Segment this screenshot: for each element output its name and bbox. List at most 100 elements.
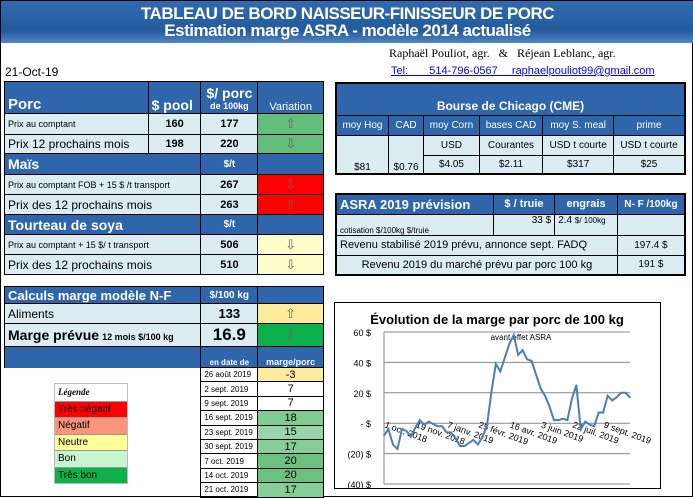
arrow-down-icon: ⇩ xyxy=(257,134,324,154)
row-label: Prix au comptant xyxy=(4,113,149,135)
data-point xyxy=(562,417,564,420)
data-point xyxy=(486,425,488,428)
data-point xyxy=(526,358,528,361)
cme-value: $4.05 xyxy=(423,154,480,175)
porc-price-header: $/ porc de 100kg xyxy=(200,81,259,114)
legend-item: Très négatif xyxy=(55,400,127,417)
arrow-down-icon: ⇩ xyxy=(257,254,324,275)
price-table: Porc $ pool $/ porc de 100kg Variation Prix … xyxy=(3,81,324,275)
data-point xyxy=(414,426,417,429)
history-marge: 18 xyxy=(257,410,324,426)
data-point xyxy=(481,436,484,438)
mais-value: 267 xyxy=(200,174,259,195)
cme-value: $25 xyxy=(613,154,686,175)
data-point xyxy=(629,396,631,399)
data-point xyxy=(392,443,394,446)
asra-table: ASRA 2019 prévision $ / truie engrais N- F … xyxy=(335,193,686,276)
legend-item: Très bon xyxy=(55,466,127,483)
data-point xyxy=(401,428,403,431)
report-date: 21-Oct-19 xyxy=(5,65,59,79)
legend-item: Neutre xyxy=(55,433,127,450)
calculs-unit: $/100 kg xyxy=(200,286,259,304)
history-date: 30 sept. 2019 xyxy=(200,438,259,455)
data-point xyxy=(521,349,524,352)
cme-col-header: moy Hog xyxy=(335,114,389,136)
margin-chart: Évolution de la marge par porc de 100 kg… xyxy=(334,302,661,490)
history-marge: 7 xyxy=(257,395,324,412)
legend: Légende Très négatif Négatif Neutre Bon Très… xyxy=(54,383,128,484)
row-label: Prix 12 prochains mois xyxy=(4,134,149,154)
history-date: 21 oct. 2019 xyxy=(200,482,259,498)
data-point xyxy=(503,357,506,359)
history-date: 9 sept. 2019 xyxy=(200,395,259,412)
cme-col-header: bases CAD xyxy=(478,114,544,136)
data-point xyxy=(535,373,537,376)
porc-value: 220 xyxy=(200,134,259,154)
cotisation-truie: 33 $ xyxy=(492,213,556,236)
data-point xyxy=(454,437,457,440)
cme-unit: USD t courte xyxy=(613,134,686,156)
data-point xyxy=(445,431,448,434)
cme-unit: USD xyxy=(423,134,480,156)
revenu-marche-label: Revenu 2019 du marché prévu par porc 100… xyxy=(335,254,618,276)
y-tick-label: (40) $ xyxy=(347,480,371,488)
y-tick-label: 20 $ xyxy=(353,389,371,399)
data-point xyxy=(477,443,479,446)
cme-col-header: prime xyxy=(613,114,686,136)
history-marge: 20 xyxy=(257,453,324,469)
data-point xyxy=(517,354,519,356)
history-marge: 20 xyxy=(257,467,324,484)
legend-item: Bon xyxy=(55,450,127,467)
data-point xyxy=(571,398,573,400)
chart-title: Évolution de la marge par porc de 100 kg xyxy=(370,312,624,327)
data-point xyxy=(597,411,600,414)
data-point xyxy=(611,399,613,402)
data-point xyxy=(530,360,533,362)
data-point xyxy=(418,419,421,421)
pool-value: 198 xyxy=(147,134,202,154)
arrow-up-icon: ⇧ xyxy=(257,303,324,324)
row-label: Prix des 12 prochains mois xyxy=(3,194,202,215)
cme-header: Bourse de Chicago (CME) xyxy=(335,82,686,116)
history-marge: 7 xyxy=(257,381,324,397)
data-point xyxy=(548,405,551,408)
aliments-label: Aliments xyxy=(3,303,202,324)
data-point xyxy=(624,392,627,394)
porc-value: 177 xyxy=(200,113,259,135)
revenu-marche-value: 191 $ xyxy=(616,254,686,276)
contact-link[interactable]: Tel: 514-796-0567 raphaelpouliot99@gmail… xyxy=(391,65,655,77)
truie-header: $ / truie xyxy=(492,193,556,215)
marge-label: Marge prévue 12 mois $/100 kg xyxy=(3,323,202,347)
y-tick-label: 40 $ xyxy=(353,358,371,368)
authors: Raphaël Pouliot, agr. & Réjean Leblanc, … xyxy=(389,46,616,60)
title-line1: TABLEAU DE BORD NAISSEUR-FINISSEUR DE PO… xyxy=(140,4,555,23)
data-point xyxy=(593,425,596,428)
history-date: 16 sept. 2019 xyxy=(200,410,259,426)
data-point xyxy=(557,419,560,421)
cme-value: $317 xyxy=(542,154,615,175)
cme-table: Bourse de Chicago (CME) moy Hog CAD moy Co… xyxy=(335,82,686,175)
history-date: 26 août 2019 xyxy=(200,366,259,383)
revenu-stabilise-label: Revenu stabilisé 2019 prévu, annonce sep… xyxy=(335,234,618,256)
data-point xyxy=(490,392,493,394)
row-label: Prix des 12 prochains mois xyxy=(3,254,202,275)
history-date: 7 oct. 2019 xyxy=(200,453,259,469)
soya-value: 506 xyxy=(200,234,259,255)
cotisation-label: cotisation $/100kg $/truie xyxy=(335,213,494,236)
data-point xyxy=(512,334,515,336)
variation-header: Variation xyxy=(257,81,324,114)
data-point xyxy=(508,343,511,345)
cotisation-engrais: 2.4 xyxy=(558,214,573,226)
pool-value: 160 xyxy=(147,113,202,135)
y-tick-label: (20) $ xyxy=(347,450,371,460)
nf-header: N- F /100kg xyxy=(616,193,686,215)
data-point xyxy=(405,430,408,432)
legend-item: Négatif xyxy=(55,417,127,434)
soya-header: Tourteau de soya xyxy=(3,214,202,235)
data-point xyxy=(463,445,466,447)
legend-title: Légende xyxy=(55,384,127,401)
data-point xyxy=(423,423,426,426)
data-point xyxy=(387,428,390,431)
data-point xyxy=(432,423,434,425)
soya-unit: $/t xyxy=(200,214,259,235)
